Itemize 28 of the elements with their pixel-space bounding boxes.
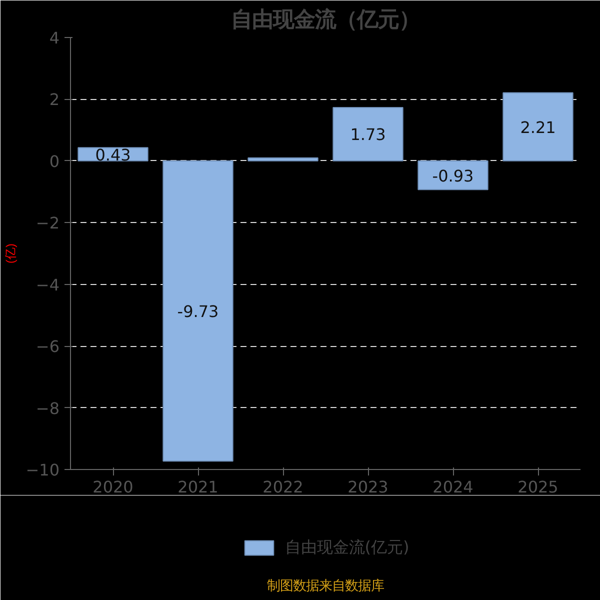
y-tick-label: 4 — [49, 28, 60, 48]
y-tick-label: −6 — [36, 337, 60, 356]
data-label: 2.21 — [520, 118, 556, 137]
data-label: -0.93 — [432, 166, 474, 186]
y-tick-label: 0 — [49, 152, 60, 171]
y-tick-label: −8 — [36, 398, 60, 418]
bar — [332, 107, 404, 162]
x-tick-label: 2023 — [348, 478, 388, 496]
y-axis-title: (亿) — [4, 243, 18, 264]
chart-title: 自由现金流（亿元） — [231, 8, 420, 32]
bar — [248, 157, 318, 162]
y-tick-label: −10 — [26, 460, 60, 480]
bar — [162, 160, 234, 462]
legend-label: 自由现金流(亿元) — [284, 537, 410, 558]
x-tick-label: 2020 — [92, 478, 134, 496]
x-tick-label: 2022 — [262, 478, 304, 496]
text: 制图数据来自数据库 — [267, 579, 384, 594]
y-tick-label: −4 — [36, 275, 60, 294]
data-label: 1.73 — [350, 125, 386, 144]
y-tick-label: 2 — [49, 90, 60, 110]
bar — [418, 160, 488, 190]
x-tick-label: 2021 — [178, 478, 218, 496]
x-tick-label: 2025 — [518, 478, 558, 496]
x-tick-label: 2024 — [432, 478, 474, 496]
bar — [502, 92, 574, 162]
data-label: -9.73 — [177, 302, 219, 322]
y-tick-label: −2 — [36, 214, 60, 233]
data-label: 0.43 — [95, 145, 131, 164]
